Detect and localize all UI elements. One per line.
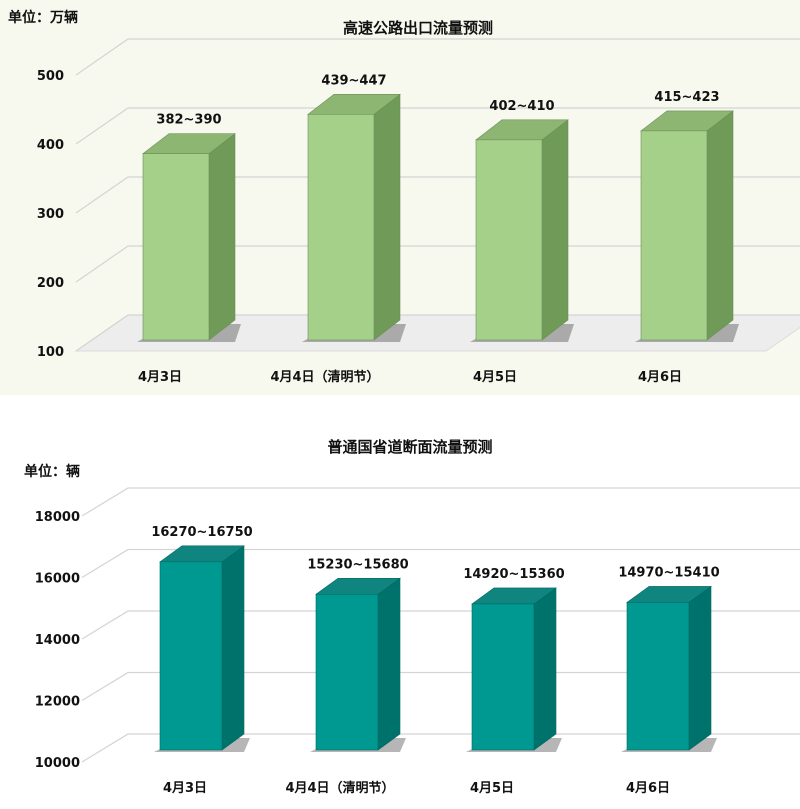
bar-side (533, 587, 557, 751)
bar-data-label: 402~410 (489, 99, 554, 114)
x-tick-label: 4月4日（清明节） (285, 780, 394, 796)
y-tick-label: 100 (37, 345, 64, 360)
chart-panel-national-road: 单位：辆 普通国省道断面流量预测 10000 12000 14000 16000 180… (0, 420, 800, 809)
y-tick-label: 12000 (35, 695, 80, 710)
y-tick-label: 16000 (35, 572, 80, 587)
bar-side (221, 545, 245, 751)
plot-area: 10000 12000 14000 16000 18000 16270~16750 4月3日… (35, 487, 800, 796)
y-tick-label: 400 (37, 138, 64, 153)
bar-data-label: 15230~15680 (307, 557, 408, 572)
y-tick-label: 200 (37, 276, 64, 291)
x-tick-label: 4月3日 (138, 370, 182, 385)
chart-panel-highway: 单位：万辆 高速公路出口流量预测 100 200 300 400 500 382~390 4… (0, 0, 800, 395)
bar-side (541, 119, 569, 341)
y-tick-label: 500 (37, 69, 64, 84)
gridline (75, 107, 800, 145)
bar-side (706, 110, 734, 341)
y-tick-label: 300 (37, 207, 64, 222)
bar (471, 603, 535, 751)
highway-chart: 单位：万辆 高速公路出口流量预测 100 200 300 400 500 382~390 4… (8, 9, 800, 385)
national-road-chart: 单位：辆 普通国省道断面流量预测 10000 12000 14000 16000 180… (24, 438, 800, 796)
x-tick-label: 4月3日 (163, 781, 207, 796)
unit-label: 单位：辆 (24, 463, 80, 480)
gridline (81, 610, 800, 640)
bar (626, 602, 690, 751)
x-tick-label: 4月5日 (470, 781, 514, 796)
bar-data-label: 415~423 (654, 90, 719, 105)
x-tick-label: 4月5日 (473, 370, 517, 385)
bar (159, 561, 223, 751)
chart-title: 高速公路出口流量预测 (343, 19, 493, 37)
bar-side (208, 133, 236, 341)
unit-label: 单位：万辆 (8, 9, 78, 26)
bar-data-label: 14970~15410 (618, 565, 719, 580)
bar-data-label: 382~390 (156, 113, 221, 128)
gridline (75, 245, 800, 283)
y-tick-label: 10000 (35, 756, 80, 771)
bar (475, 139, 543, 341)
gridline (75, 38, 800, 76)
gridline (81, 671, 800, 702)
bar-side (688, 585, 712, 751)
x-tick-label: 4月6日 (638, 370, 682, 385)
bar-side (373, 93, 401, 341)
bar-data-label: 14920~15360 (463, 567, 564, 582)
bar-data-label: 16270~16750 (151, 525, 252, 540)
gridline (81, 733, 800, 763)
x-tick-label: 4月4日（清明节） (270, 369, 379, 385)
bar (142, 153, 210, 341)
chart-title: 普通国省道断面流量预测 (327, 438, 492, 456)
bar (307, 114, 375, 341)
bar-data-label: 439~447 (321, 73, 386, 88)
y-tick-label: 14000 (35, 633, 80, 648)
gridline (81, 548, 800, 579)
bar (640, 130, 708, 341)
gridline (75, 314, 800, 352)
y-tick-label: 18000 (35, 510, 80, 525)
gridline (75, 176, 800, 214)
bar-side (377, 577, 401, 751)
gridline (81, 487, 800, 517)
plot-area: 100 200 300 400 500 382~390 4月3日 439~447 4月4日（清明… (37, 38, 800, 385)
x-tick-label: 4月6日 (626, 781, 670, 796)
bar (315, 593, 379, 751)
